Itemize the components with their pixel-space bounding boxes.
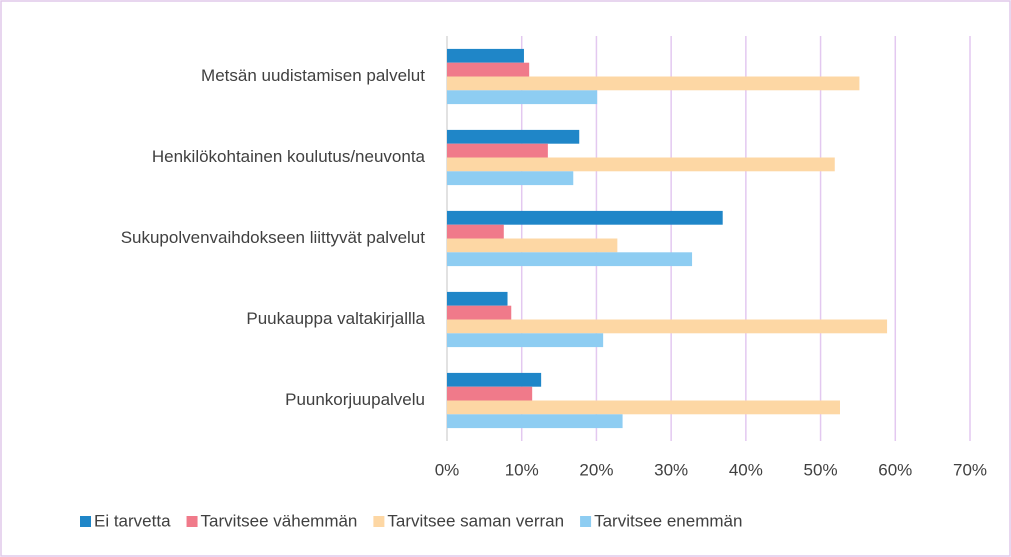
bar bbox=[447, 238, 618, 253]
x-tick-label: 50% bbox=[804, 460, 838, 479]
bar bbox=[447, 90, 598, 105]
x-tick-label: 60% bbox=[878, 460, 912, 479]
bar bbox=[447, 386, 533, 401]
x-tick-label: 70% bbox=[953, 460, 987, 479]
y-tick-label: Metsän uudistamisen palvelut bbox=[201, 66, 425, 85]
bar bbox=[447, 372, 542, 387]
bar bbox=[447, 414, 623, 429]
legend-label: Tarvitsee vähemmän bbox=[201, 511, 358, 530]
bar bbox=[447, 62, 530, 77]
x-tick-label: 0% bbox=[435, 460, 460, 479]
y-tick-label: Henkilökohtainen koulutus/neuvonta bbox=[152, 147, 426, 166]
bar bbox=[447, 333, 604, 348]
bar bbox=[447, 143, 548, 158]
bar bbox=[447, 210, 723, 225]
x-tick-label: 10% bbox=[505, 460, 539, 479]
bar bbox=[447, 305, 512, 320]
legend-label: Ei tarvetta bbox=[94, 511, 171, 530]
bar bbox=[447, 252, 693, 267]
bar bbox=[447, 291, 508, 306]
bar bbox=[447, 319, 888, 334]
x-tick-label: 20% bbox=[579, 460, 613, 479]
bar bbox=[447, 171, 574, 186]
legend-label: Tarvitsee enemmän bbox=[594, 511, 742, 530]
x-tick-label: 40% bbox=[729, 460, 763, 479]
legend-swatch bbox=[80, 516, 91, 527]
bar bbox=[447, 129, 580, 144]
bar bbox=[447, 76, 860, 91]
y-tick-label: Puunkorjuupalvelu bbox=[285, 390, 425, 409]
bar bbox=[447, 157, 835, 172]
y-tick-label: Puukauppa valtakirjallla bbox=[246, 309, 425, 328]
bar bbox=[447, 224, 504, 239]
x-tick-label: 30% bbox=[654, 460, 688, 479]
legend-swatch bbox=[186, 516, 198, 527]
legend-swatch bbox=[373, 516, 385, 527]
legend-label: Tarvitsee saman verran bbox=[387, 511, 564, 530]
bar bbox=[447, 48, 524, 63]
bar bbox=[447, 400, 840, 415]
y-tick-label: Sukupolvenvaihdokseen liittyvät palvelut bbox=[121, 228, 426, 247]
legend-swatch bbox=[580, 516, 592, 527]
